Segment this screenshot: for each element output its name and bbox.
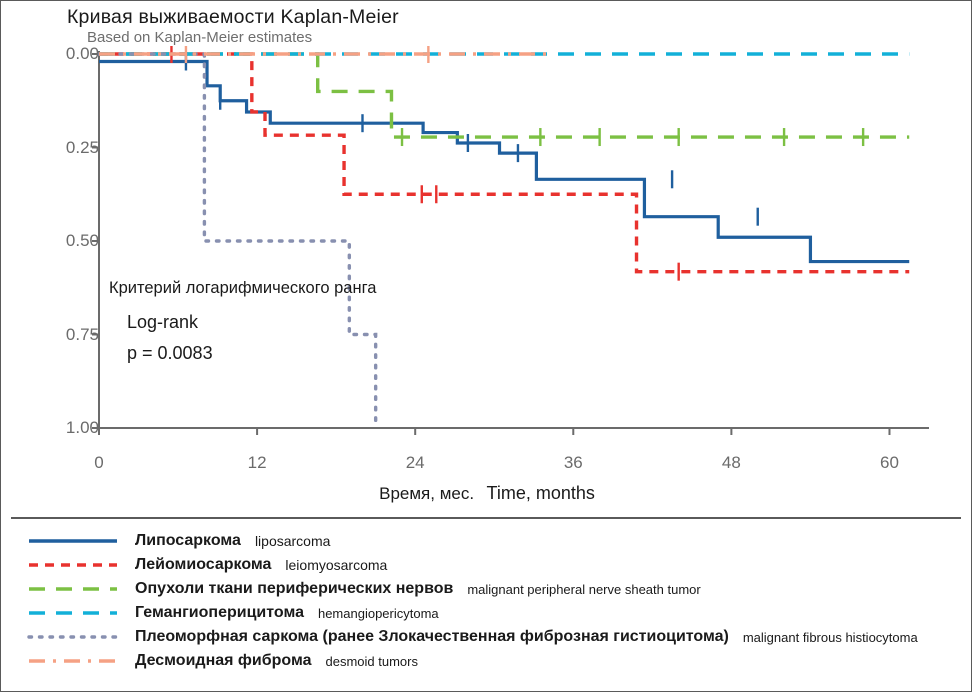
logrank-label-en: Log-rank [127, 312, 199, 332]
y-tick-label: 0.50 [65, 231, 99, 250]
x-tick-label: 0 [94, 453, 104, 472]
plot-panel: 1.00 0.75 0.50 0.25 0.00 [29, 44, 934, 446]
logrank-annotation: Критерий логарифмического ранга Log-rank… [109, 279, 376, 364]
kaplan-meier-plot [92, 46, 929, 435]
y-tick-label: 1.00 [65, 418, 99, 437]
legend-label-en: malignant peripheral nerve sheath tumor [467, 581, 701, 597]
legend-swatch-icon [27, 579, 119, 599]
legend-item[interactable]: Гемангиоперицитома hemangiopericytoma [15, 601, 965, 625]
x-tick-label: 48 [721, 453, 741, 472]
legend-label-ru: Плеоморфная саркома (ранее Злокачественн… [135, 628, 729, 645]
logrank-label-ru: Критерий логарифмического ранга [109, 279, 377, 297]
legend-item[interactable]: Опухоли ткани периферических нервов malig… [15, 577, 965, 601]
legend-label-ru: Опухоли ткани периферических нервов [135, 580, 454, 597]
legend-label-ru: Липосаркома [135, 532, 241, 549]
legend-item[interactable]: Десмоидная фиброма desmoid tumors [15, 649, 965, 673]
y-axis-ticks [92, 53, 99, 429]
x-tick-label: 60 [880, 453, 899, 472]
chart-subtitle-en: Based on Kaplan-Meier estimates [87, 29, 313, 46]
legend-swatch-icon [27, 603, 119, 623]
legend-label-ru: Лейомиосаркома [135, 556, 272, 573]
x-axis-title-en: Time, months [486, 483, 595, 503]
legend-separator [11, 517, 961, 519]
series-2 [99, 46, 910, 281]
x-tick-label: 24 [405, 453, 425, 472]
legend-swatch-icon [27, 651, 119, 671]
series-5 [97, 52, 378, 430]
y-axis-labels: 1.00 0.75 0.50 0.25 0.00 [29, 44, 99, 446]
y-tick-label: 0.75 [65, 324, 99, 344]
legend-item[interactable]: Лейомиосаркома leiomyosarcoma [15, 553, 965, 577]
x-axis-labels-wrap: 0 12 24 36 48 60 [29, 453, 934, 493]
series-3 [99, 52, 910, 147]
legend: Липосаркома liposarcoma Лейомиосаркома leio… [15, 529, 965, 673]
axis-lines [98, 51, 929, 429]
x-axis-title: Время, мес. Time, months [1, 483, 972, 504]
series-layer [97, 46, 910, 430]
y-tick-label: 0.25 [65, 137, 99, 157]
y-tick-label: 0.00 [65, 44, 99, 63]
x-axis-ticks [98, 428, 891, 435]
legend-label-en: leiomyosarcoma [285, 557, 388, 573]
legend-label-en: desmoid tumors [325, 653, 418, 669]
logrank-pvalue: p = 0.0083 [127, 343, 213, 363]
legend-label-ru: Десмоидная фиброма [135, 652, 312, 669]
series-6 [99, 46, 547, 63]
legend-item[interactable]: Плеоморфная саркома (ранее Злокачественн… [15, 625, 965, 649]
legend-label-en: malignant fibrous histiocytoma [742, 629, 918, 645]
legend-label-en: liposarcoma [254, 533, 331, 549]
legend-item[interactable]: Липосаркома liposarcoma [15, 529, 965, 553]
chart-title-ru: Кривая выживаемости Kaplan-Meier [67, 6, 399, 28]
x-axis-title-ru: Время, мес. [379, 484, 475, 503]
x-tick-label: 12 [247, 453, 267, 472]
x-tick-label: 36 [563, 453, 583, 472]
legend-swatch-icon [27, 555, 119, 575]
legend-swatch-icon [27, 627, 119, 647]
legend-label-ru: Гемангиоперицитома [135, 604, 304, 621]
legend-label-en: hemangiopericytoma [317, 605, 439, 621]
x-axis-labels: 0 12 24 36 48 60 [29, 453, 934, 493]
legend-swatch-icon [27, 531, 119, 551]
series-1 [99, 52, 910, 264]
